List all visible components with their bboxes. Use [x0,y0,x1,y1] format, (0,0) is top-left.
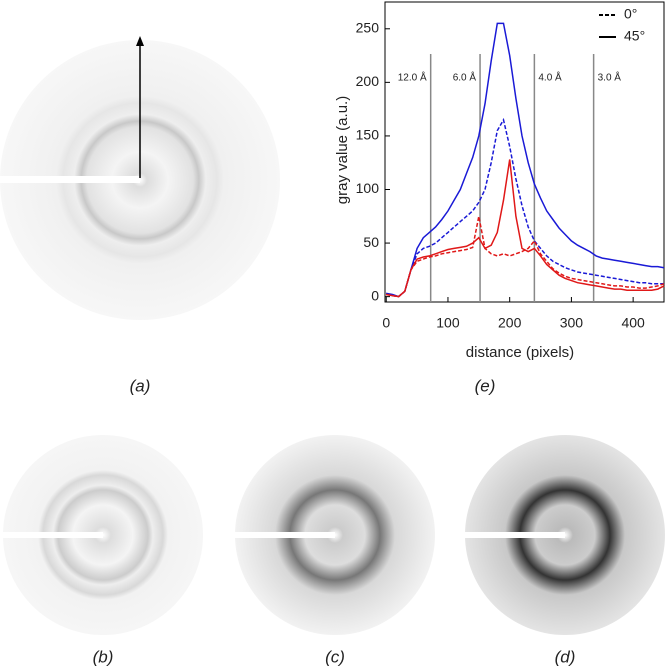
series-line [386,159,665,298]
panel-label: (b) [93,647,114,666]
panel-label: (c) [325,647,345,666]
panel-label: (d) [555,647,576,666]
x-axis-label: distance (pixels) [466,344,574,361]
y-tick-label: 50 [363,234,379,250]
x-tick-label: 300 [560,315,584,331]
plot-frame [384,1,665,303]
y-tick-label: 250 [356,19,380,35]
pattern-c [235,435,435,635]
y-tick-label: 100 [356,180,380,196]
series-line [386,22,665,298]
x-tick-label: 400 [621,315,645,331]
x-tick-label: 200 [498,315,522,331]
reference-label: 12.0 Å [398,71,427,84]
pattern-b [3,435,203,635]
reference-label: 3.0 Å [598,71,622,84]
series-line [386,216,665,298]
y-axis-label: gray value (a.u.) [334,96,351,204]
legend-label: 45° [624,28,645,44]
pattern-d [465,435,665,635]
panel-label: (a) [130,376,151,395]
y-tick-label: 0 [371,287,379,303]
reference-label: 6.0 Å [453,71,477,84]
pattern-a [0,36,280,320]
y-tick-label: 150 [356,127,380,143]
reference-label: 4.0 Å [538,71,562,84]
y-tick-label: 200 [356,73,380,89]
series-line [385,117,664,298]
legend-label: 0° [624,6,637,22]
x-tick-label: 100 [436,315,460,331]
x-tick-label: 0 [382,315,390,331]
panel-label: (e) [475,376,496,395]
